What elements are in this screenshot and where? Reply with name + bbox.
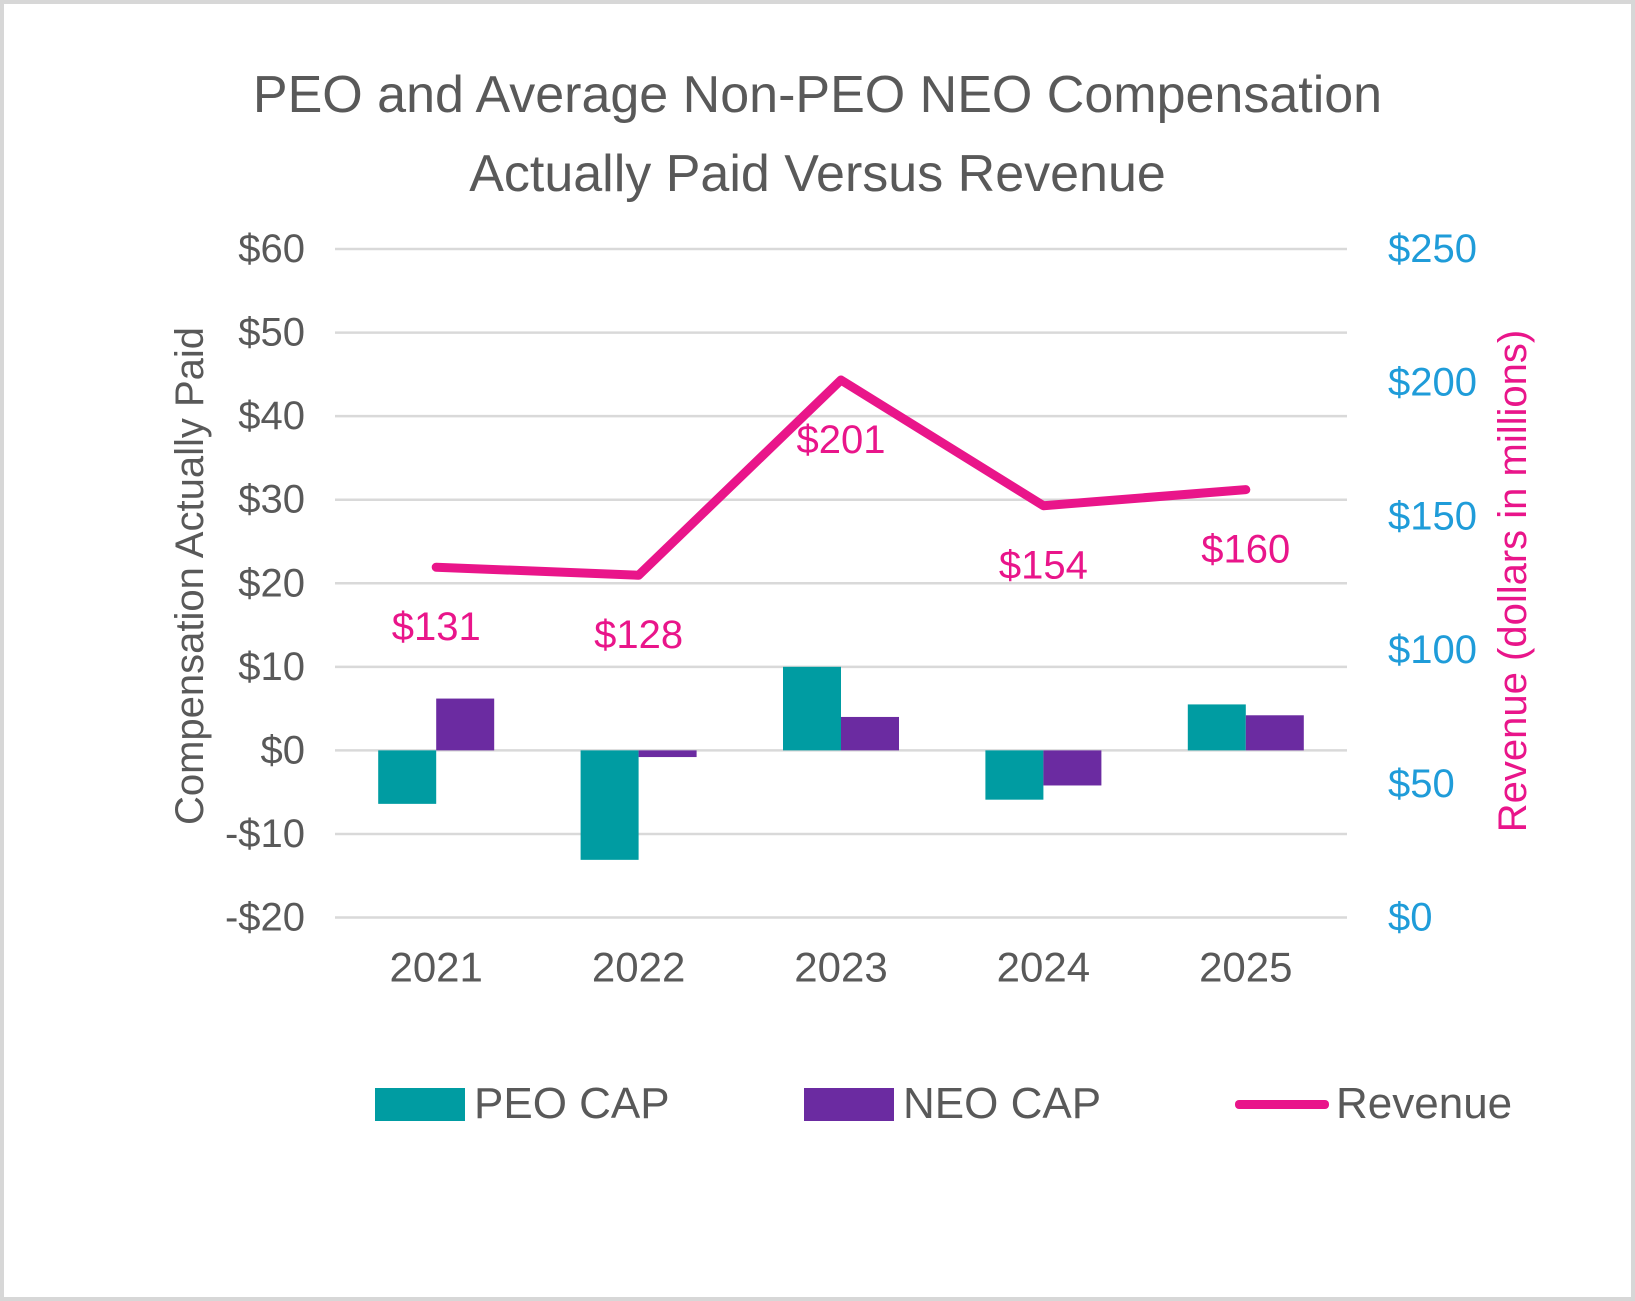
bar-neo-cap-2024 (1043, 750, 1102, 786)
right-axis-tick-label: $0 (1388, 896, 1433, 940)
right-axis-tick-label: $100 (1388, 628, 1477, 672)
bar-peo-cap-2023 (783, 666, 841, 751)
left-axis-tick-label: $0 (261, 728, 306, 772)
legend-label-peo-cap: PEO CAP (474, 1079, 670, 1128)
revenue-data-label: $131 (392, 605, 481, 649)
bar-neo-cap-2023 (841, 716, 899, 751)
bar-peo-cap-2021 (378, 750, 437, 804)
right-axis-tick-label: $250 (1388, 227, 1477, 271)
bar-peo-cap-2024 (985, 750, 1044, 800)
right-axis-tick-label: $200 (1388, 361, 1477, 405)
revenue-line (431, 375, 1251, 580)
bar-neo-cap-2022 (638, 750, 697, 758)
legend-label-revenue: Revenue (1336, 1079, 1513, 1128)
revenue-line-swatch (1235, 1099, 1329, 1109)
right-axis-tick-label: $150 (1388, 494, 1477, 538)
chart-title-line2: Actually Paid Versus Revenue (469, 145, 1166, 203)
bar-peo-cap-2022 (580, 750, 639, 860)
neo-cap-swatch (804, 1087, 894, 1121)
chart-title: PEO and Average Non-PEO NEO Compensation… (4, 56, 1631, 214)
plot-area: $131 $128 $201 $154 $160 $60 $50 $40 $30 $20 $10 $0… (225, 227, 1477, 991)
legend-item-neo-cap: NEO CAP (804, 1076, 1101, 1132)
chart-title-line1: PEO and Average Non-PEO NEO Compensation (252, 66, 1383, 124)
left-axis-tick-label: $50 (238, 311, 305, 355)
category-label-2021: 2021 (389, 944, 482, 991)
right-axis-tick-label: $50 (1388, 762, 1455, 806)
bar-neo-cap-2025 (1245, 715, 1304, 751)
revenue-data-label: $201 (797, 418, 886, 462)
revenue-data-label: $154 (999, 544, 1088, 588)
category-label-2024: 2024 (997, 944, 1090, 991)
legend-item-peo-cap: PEO CAP (375, 1076, 670, 1132)
category-label-2025: 2025 (1199, 944, 1292, 991)
bar-peo-cap-2025 (1187, 704, 1246, 751)
category-label-2022: 2022 (592, 944, 685, 991)
left-axis-tick-label: $20 (238, 561, 305, 605)
revenue-data-label: $160 (1201, 528, 1290, 572)
left-axis-tick-label: $30 (238, 478, 305, 522)
left-axis-tick-label: -$20 (225, 896, 305, 940)
bar-neo-cap-2021 (436, 698, 495, 751)
left-axis-tick-label: -$10 (225, 812, 305, 856)
legend-item-revenue: Revenue (1235, 1076, 1512, 1132)
peo-cap-swatch (375, 1087, 465, 1121)
revenue-data-label: $128 (594, 613, 683, 657)
left-axis-tick-label: $10 (238, 645, 305, 689)
category-label-2023: 2023 (794, 944, 887, 991)
legend-label-neo-cap: NEO CAP (903, 1079, 1102, 1128)
left-axis-tick-label: $40 (238, 394, 305, 438)
left-axis-tick-label: $60 (238, 227, 305, 271)
